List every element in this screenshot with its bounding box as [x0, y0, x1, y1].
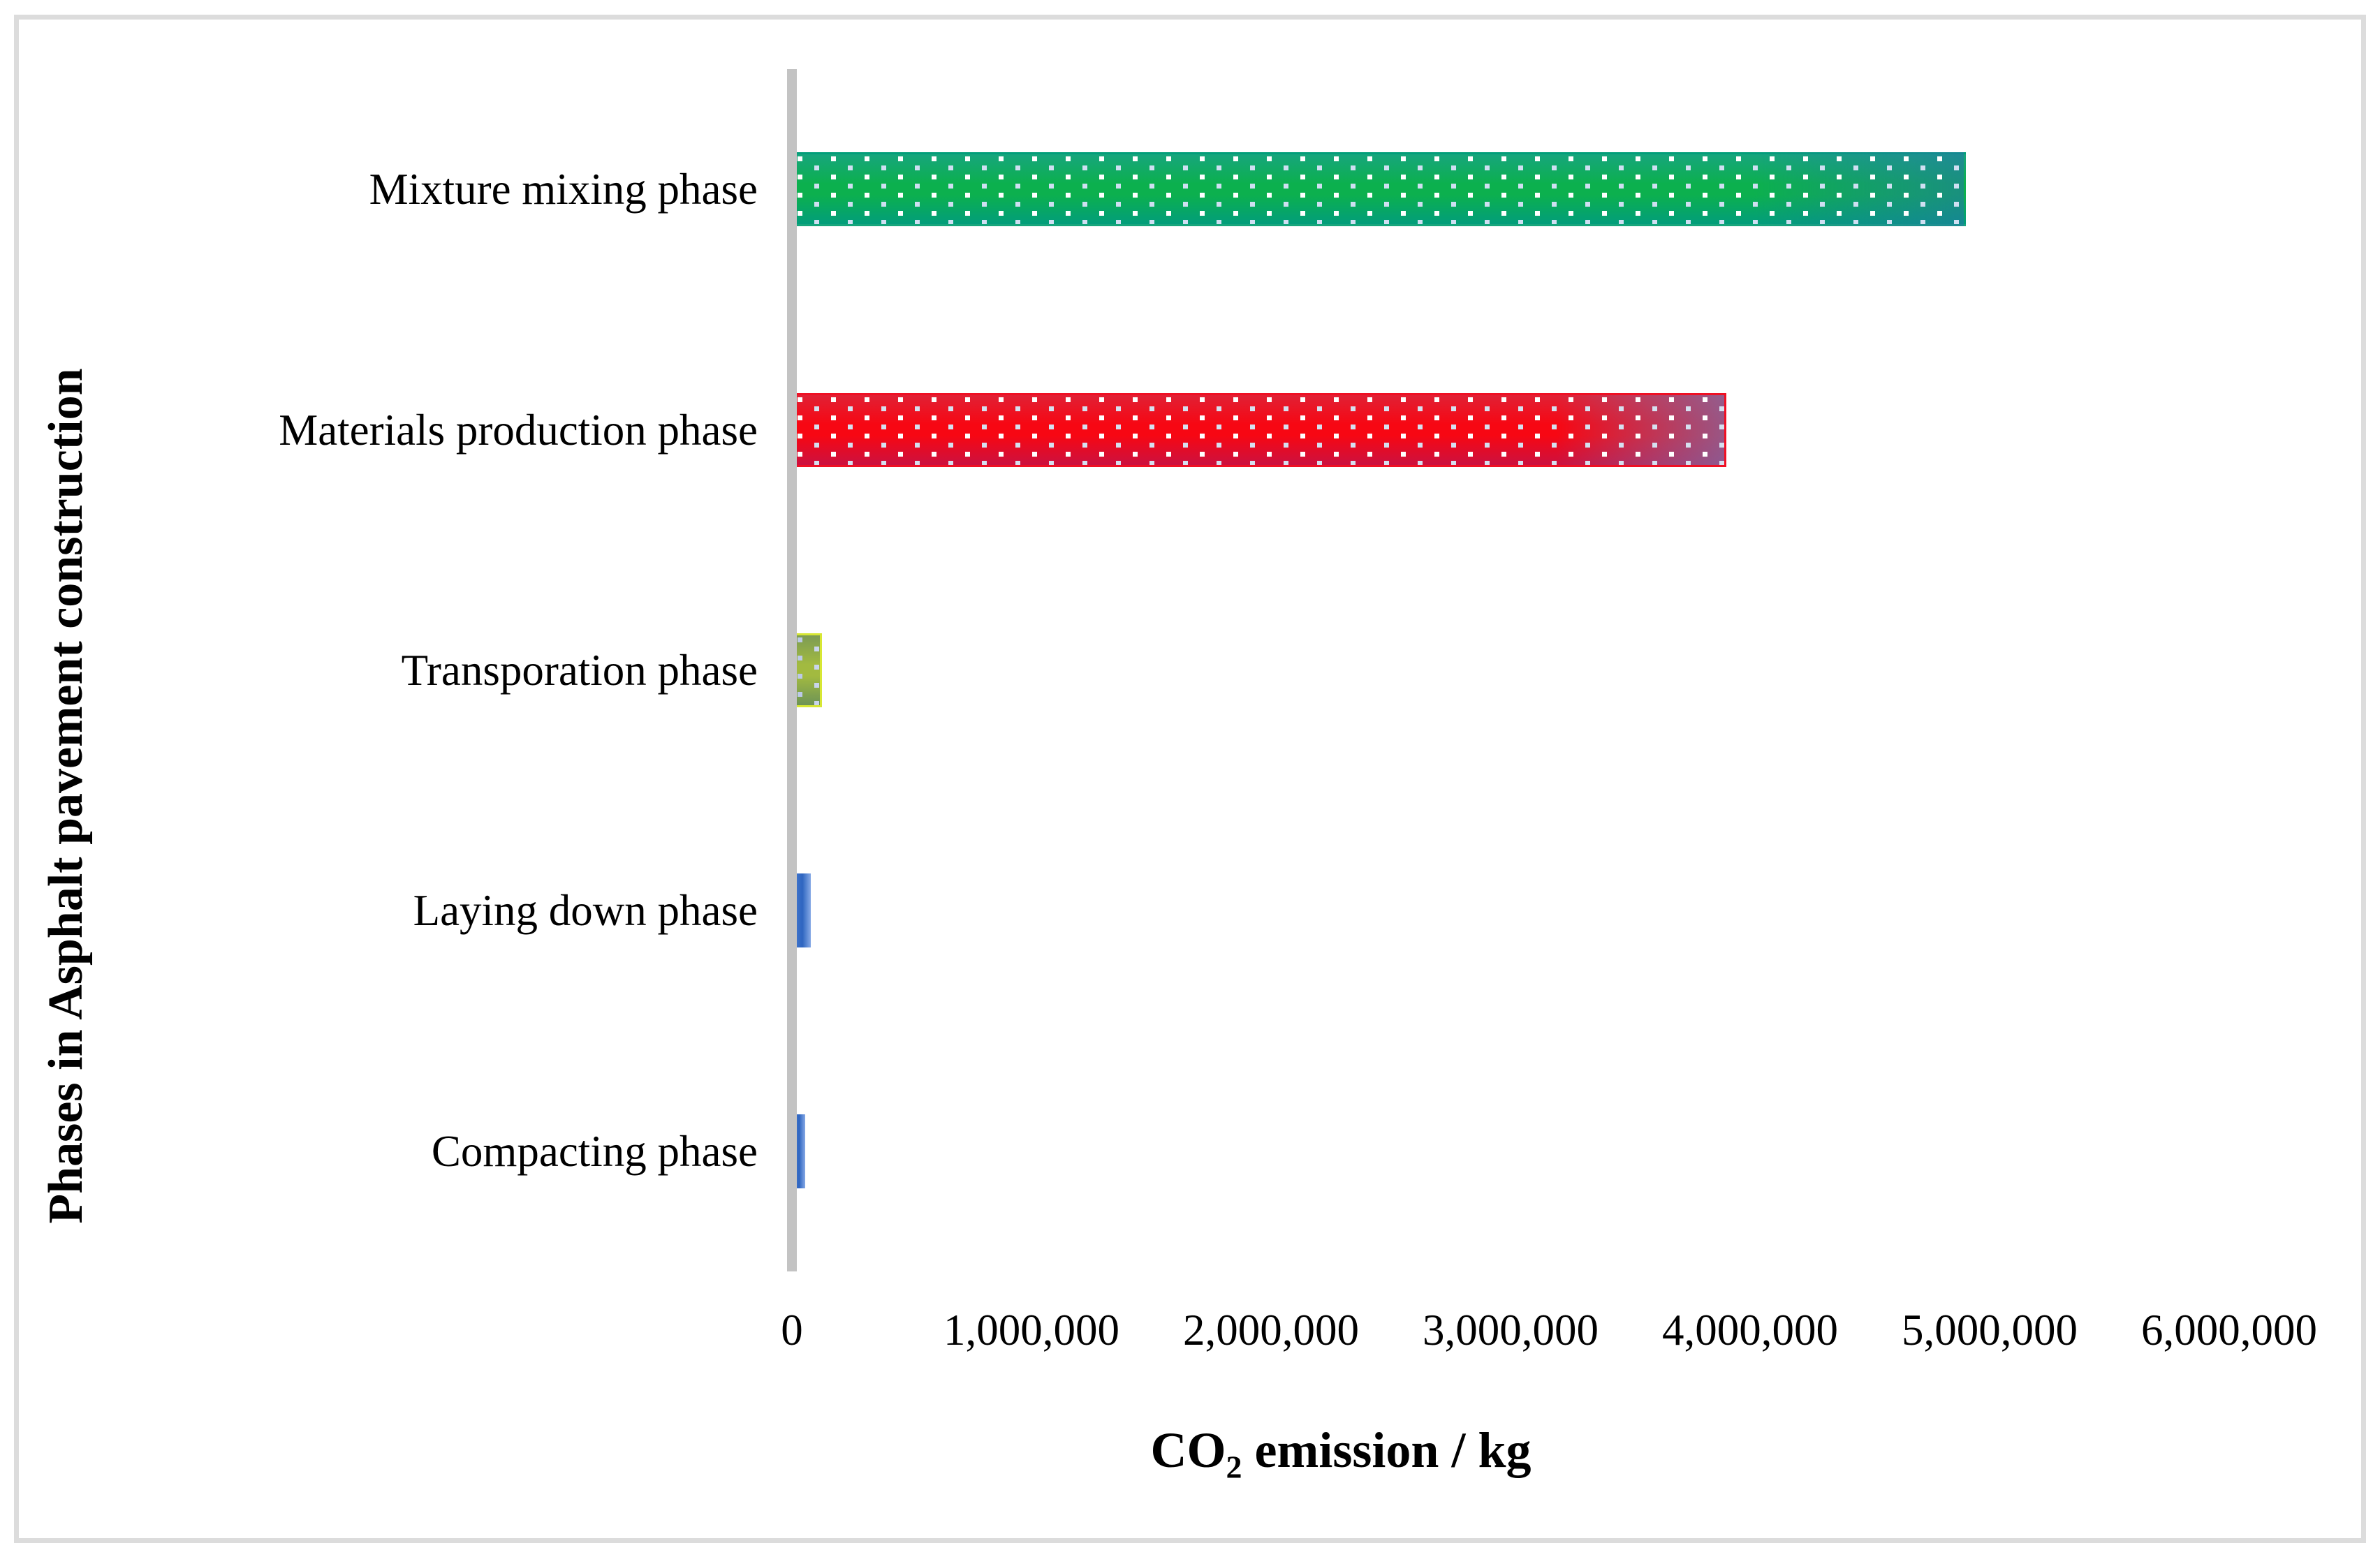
x-axis-title-subscript: 2 [1226, 1449, 1242, 1485]
x-tick-label-1: 1,000,000 [943, 1306, 1119, 1355]
category-label-compacting: Compacting phase [431, 1127, 758, 1176]
bar-materials-production [792, 393, 1726, 467]
x-tick-label-3: 3,000,000 [1423, 1306, 1599, 1355]
y-axis-line [787, 69, 797, 1271]
x-tick-label-2: 2,000,000 [1183, 1306, 1359, 1355]
x-tick-label-6: 6,000,000 [2141, 1306, 2317, 1355]
category-label-laying-down: Laying down phase [413, 886, 758, 935]
x-tick-label-0: 0 [781, 1306, 803, 1355]
figure-border [14, 15, 2366, 1543]
bar-dot-pattern [794, 154, 1964, 224]
y-axis-title: Phases in Asphalt pavement construction [39, 368, 93, 1224]
category-label-mixture-mixing: Mixture mixing phase [369, 165, 758, 214]
x-tick-label-4: 4,000,000 [1662, 1306, 1838, 1355]
x-axis-title-rest: emission / kg [1242, 1422, 1531, 1478]
x-axis-title: CO2 emission / kg [782, 1412, 1900, 1489]
bar-dot-pattern [794, 395, 1724, 465]
bar-dot-pattern [794, 635, 820, 705]
category-label-materials-production: Materials production phase [279, 406, 758, 455]
bar-transportation [792, 633, 822, 707]
category-label-transportation: Transporation phase [401, 646, 758, 695]
bar-mixture-mixing [792, 152, 1966, 226]
x-tick-label-5: 5,000,000 [1902, 1306, 2078, 1355]
x-axis-title-base: CO [1150, 1422, 1226, 1478]
